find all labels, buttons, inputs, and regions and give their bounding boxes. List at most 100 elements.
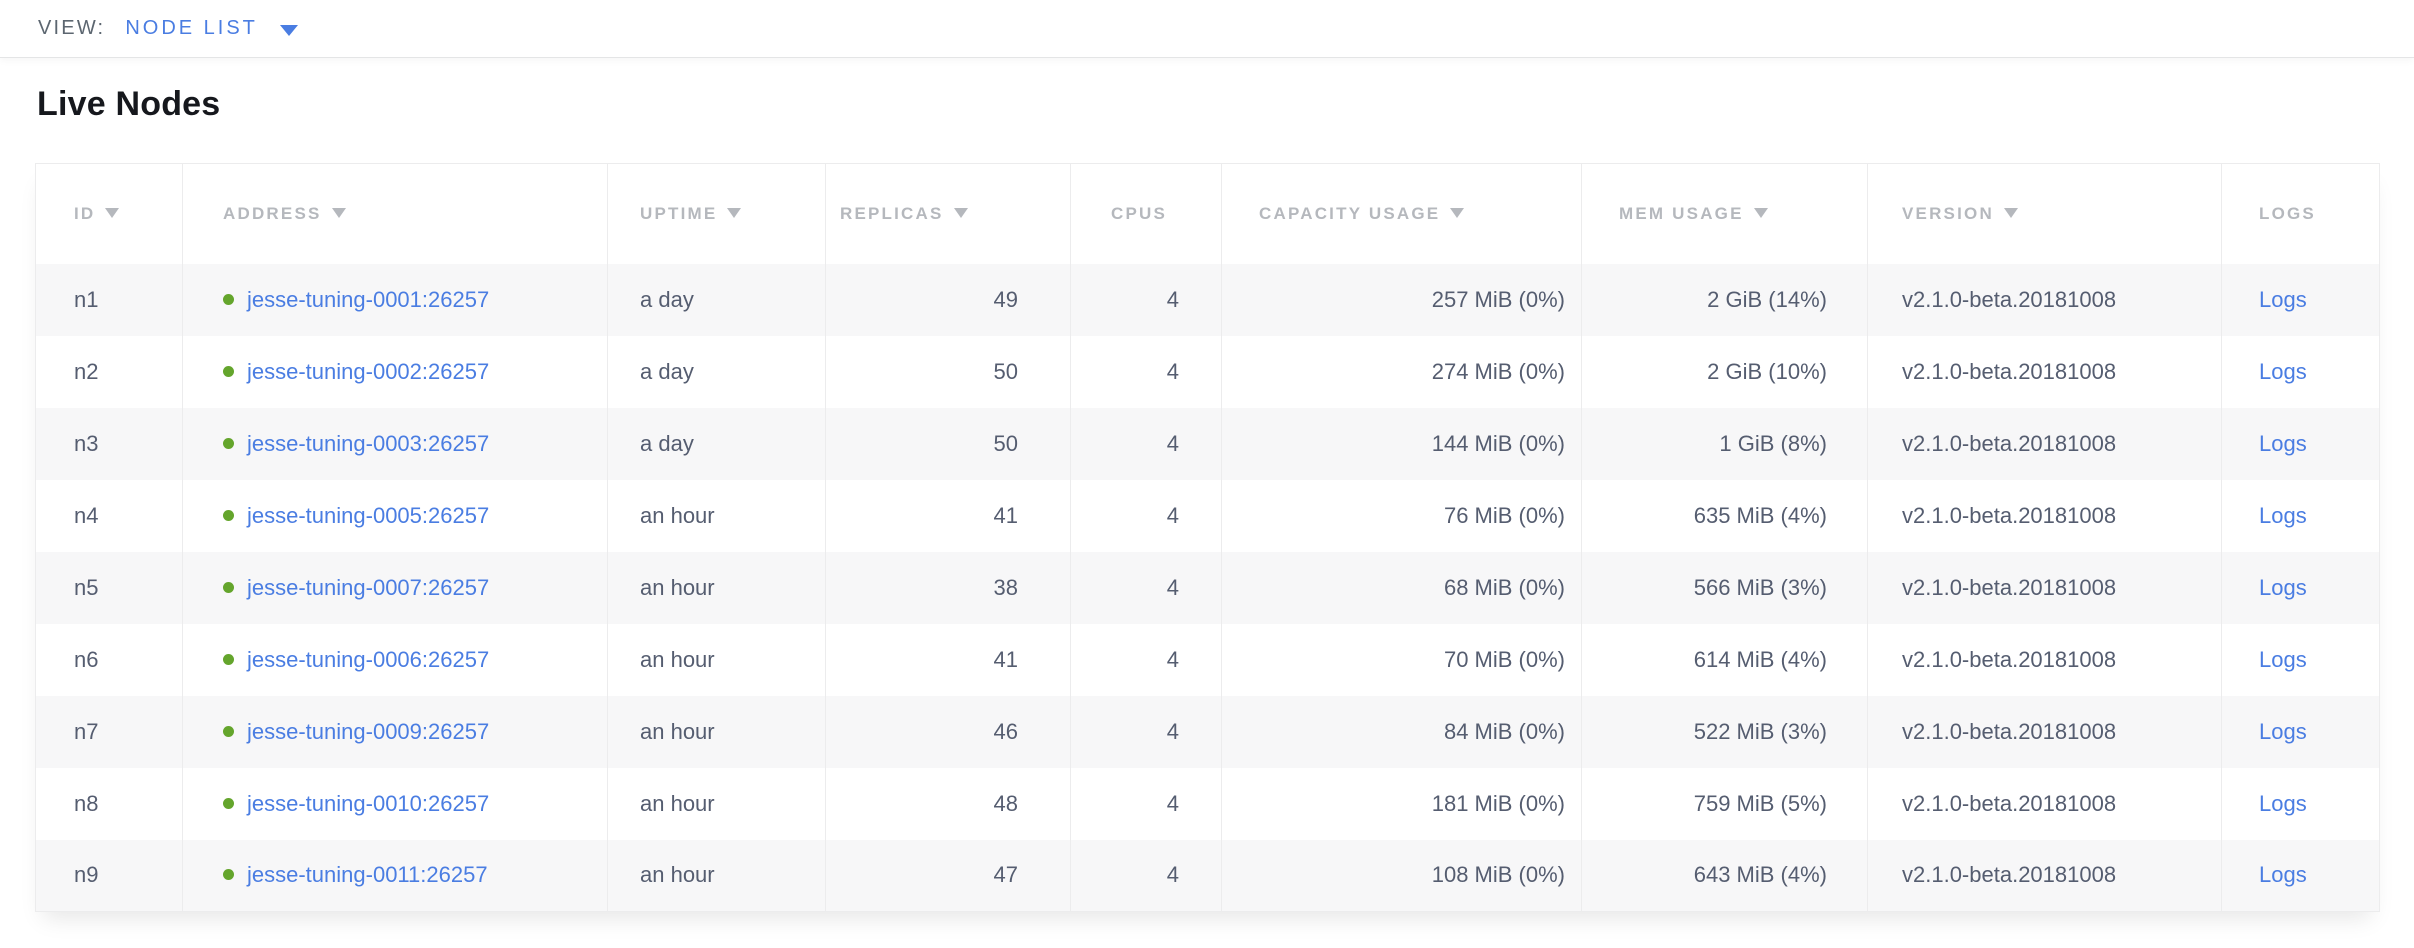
node-logs-link[interactable]: Logs bbox=[2259, 574, 2307, 600]
node-logs-cell: Logs bbox=[2221, 695, 2380, 768]
node-replicas-cell: 46 bbox=[825, 695, 1071, 768]
node-version-cell: v2.1.0-beta.20181008 bbox=[1867, 767, 2222, 840]
node-logs-link[interactable]: Logs bbox=[2259, 790, 2307, 816]
sort-desc-icon bbox=[1753, 207, 1768, 218]
node-cpus-cell: 4 bbox=[1070, 335, 1222, 408]
table-row: n1 jesse-tuning-0001:26257 a day 49 4 25… bbox=[35, 263, 2380, 336]
node-version-cell: v2.1.0-beta.20181008 bbox=[1867, 407, 2222, 480]
node-address-link[interactable]: jesse-tuning-0003:26257 bbox=[247, 430, 490, 456]
node-capacity-usage-cell: 84 MiB (0%) bbox=[1221, 695, 1582, 768]
node-cpus-cell: 4 bbox=[1070, 551, 1222, 624]
node-id-cell: n9 bbox=[74, 862, 99, 888]
node-mem-usage-cell: 759 MiB (5%) bbox=[1581, 767, 1868, 840]
node-address-link[interactable]: jesse-tuning-0001:26257 bbox=[247, 286, 490, 312]
node-address-cell: jesse-tuning-0010:26257 bbox=[182, 767, 608, 840]
node-version-cell: v2.1.0-beta.20181008 bbox=[1867, 623, 2222, 696]
node-logs-link[interactable]: Logs bbox=[2259, 646, 2307, 672]
node-live-status-icon bbox=[223, 509, 234, 521]
node-logs-link[interactable]: Logs bbox=[2259, 502, 2307, 528]
node-logs-link[interactable]: Logs bbox=[2259, 358, 2307, 384]
column-header-capacity-usage[interactable]: CAPACITY USAGE bbox=[1221, 163, 1582, 264]
column-header-mem-usage[interactable]: MEM USAGE bbox=[1581, 163, 1868, 264]
node-address-link[interactable]: jesse-tuning-0002:26257 bbox=[247, 358, 490, 384]
node-address-cell: jesse-tuning-0003:26257 bbox=[182, 407, 608, 480]
node-address-link[interactable]: jesse-tuning-0007:26257 bbox=[247, 574, 490, 600]
view-label: VIEW: bbox=[38, 17, 106, 39]
table-row: n7 jesse-tuning-0009:26257 an hour 46 4 … bbox=[35, 695, 2380, 768]
table-header-row: ID ADDRESS UPTIME REPLICAS CPUS CAPACITY… bbox=[35, 163, 2380, 264]
page-title: Live Nodes bbox=[37, 85, 221, 123]
node-mem-usage-cell: 1 GiB (8%) bbox=[1581, 407, 1868, 480]
node-replicas-cell: 41 bbox=[825, 623, 1071, 696]
table-row: n6 jesse-tuning-0006:26257 an hour 41 4 … bbox=[35, 623, 2380, 696]
node-logs-link[interactable]: Logs bbox=[2259, 430, 2307, 456]
node-address-link[interactable]: jesse-tuning-0009:26257 bbox=[247, 718, 490, 744]
node-id-cell: n3 bbox=[74, 430, 99, 456]
table-row: n3 jesse-tuning-0003:26257 a day 50 4 14… bbox=[35, 407, 2380, 480]
sort-desc-icon bbox=[727, 207, 742, 218]
node-address-link[interactable]: jesse-tuning-0011:26257 bbox=[247, 862, 488, 888]
node-mem-usage-cell: 2 GiB (10%) bbox=[1581, 335, 1868, 408]
node-logs-cell: Logs bbox=[2221, 551, 2380, 624]
sort-desc-icon bbox=[953, 207, 968, 218]
node-logs-cell: Logs bbox=[2221, 335, 2380, 408]
sort-desc-icon bbox=[105, 207, 120, 218]
column-header-uptime[interactable]: UPTIME bbox=[607, 163, 826, 264]
node-id-cell: n2 bbox=[74, 358, 99, 384]
column-header-version[interactable]: VERSION bbox=[1867, 163, 2222, 264]
node-mem-usage-cell: 643 MiB (4%) bbox=[1581, 839, 1868, 912]
node-cpus-cell: 4 bbox=[1070, 263, 1222, 336]
sort-desc-icon bbox=[331, 207, 346, 218]
view-selector-dropdown[interactable]: NODE LIST bbox=[125, 17, 298, 40]
node-logs-link[interactable]: Logs bbox=[2259, 862, 2307, 888]
table-row: n2 jesse-tuning-0002:26257 a day 50 4 27… bbox=[35, 335, 2380, 408]
node-address-link[interactable]: jesse-tuning-0005:26257 bbox=[247, 502, 490, 528]
node-uptime-cell: an hour bbox=[607, 767, 826, 840]
column-header-address[interactable]: ADDRESS bbox=[182, 163, 608, 264]
node-live-status-icon bbox=[223, 581, 234, 593]
node-version-cell: v2.1.0-beta.20181008 bbox=[1867, 263, 2222, 336]
node-address-cell: jesse-tuning-0005:26257 bbox=[182, 479, 608, 552]
node-uptime-cell: a day bbox=[607, 407, 826, 480]
node-live-status-icon bbox=[223, 293, 234, 305]
node-logs-cell: Logs bbox=[2221, 407, 2380, 480]
node-mem-usage-cell: 566 MiB (3%) bbox=[1581, 551, 1868, 624]
node-id-cell: n1 bbox=[74, 286, 99, 312]
node-mem-usage-cell: 2 GiB (14%) bbox=[1581, 263, 1868, 336]
table-row: n4 jesse-tuning-0005:26257 an hour 41 4 … bbox=[35, 479, 2380, 552]
column-header-replicas[interactable]: REPLICAS bbox=[825, 163, 1071, 264]
node-id-cell: n7 bbox=[74, 718, 99, 744]
node-replicas-cell: 48 bbox=[825, 767, 1071, 840]
node-live-status-icon bbox=[223, 653, 234, 665]
node-capacity-usage-cell: 108 MiB (0%) bbox=[1221, 839, 1582, 912]
view-bar: VIEW: NODE LIST bbox=[0, 0, 2414, 58]
node-logs-cell: Logs bbox=[2221, 839, 2380, 912]
node-mem-usage-cell: 635 MiB (4%) bbox=[1581, 479, 1868, 552]
node-logs-link[interactable]: Logs bbox=[2259, 718, 2307, 744]
node-live-status-icon bbox=[223, 725, 234, 737]
node-replicas-cell: 49 bbox=[825, 263, 1071, 336]
node-address-cell: jesse-tuning-0009:26257 bbox=[182, 695, 608, 768]
node-capacity-usage-cell: 70 MiB (0%) bbox=[1221, 623, 1582, 696]
node-capacity-usage-cell: 68 MiB (0%) bbox=[1221, 551, 1582, 624]
node-replicas-cell: 47 bbox=[825, 839, 1071, 912]
node-address-cell: jesse-tuning-0007:26257 bbox=[182, 551, 608, 624]
node-capacity-usage-cell: 76 MiB (0%) bbox=[1221, 479, 1582, 552]
column-header-logs: LOGS bbox=[2221, 163, 2380, 264]
live-nodes-table: ID ADDRESS UPTIME REPLICAS CPUS CAPACITY… bbox=[35, 163, 2380, 912]
table-row: n8 jesse-tuning-0010:26257 an hour 48 4 … bbox=[35, 767, 2380, 840]
table-row: n9 jesse-tuning-0011:26257 an hour 47 4 … bbox=[35, 839, 2380, 912]
node-uptime-cell: an hour bbox=[607, 623, 826, 696]
column-header-id[interactable]: ID bbox=[35, 163, 183, 264]
node-uptime-cell: an hour bbox=[607, 839, 826, 912]
node-address-cell: jesse-tuning-0011:26257 bbox=[182, 839, 608, 912]
node-uptime-cell: an hour bbox=[607, 479, 826, 552]
node-uptime-cell: an hour bbox=[607, 695, 826, 768]
node-version-cell: v2.1.0-beta.20181008 bbox=[1867, 335, 2222, 408]
node-logs-link[interactable]: Logs bbox=[2259, 286, 2307, 312]
node-address-link[interactable]: jesse-tuning-0006:26257 bbox=[247, 646, 490, 672]
node-logs-cell: Logs bbox=[2221, 263, 2380, 336]
table-row: n5 jesse-tuning-0007:26257 an hour 38 4 … bbox=[35, 551, 2380, 624]
node-address-link[interactable]: jesse-tuning-0010:26257 bbox=[247, 790, 490, 816]
node-uptime-cell: an hour bbox=[607, 551, 826, 624]
